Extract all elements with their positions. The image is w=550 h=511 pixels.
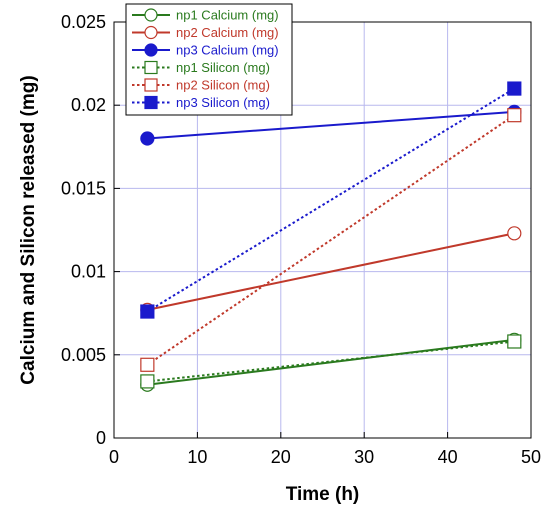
legend-marker	[144, 60, 158, 75]
series-line	[147, 338, 515, 386]
data-point	[507, 226, 522, 241]
data-point	[140, 374, 155, 389]
legend: np1 Calcium (mg) np2 Calcium (mg) np3 Calc…	[125, 3, 293, 116]
legend-marker	[144, 43, 158, 57]
x-tick-label: 50	[521, 447, 541, 467]
legend-label: np1 Calcium (mg)	[176, 8, 279, 23]
y-tick-label: 0.01	[71, 262, 106, 282]
legend-item: np1 Silicon (mg)	[132, 60, 270, 75]
series-line	[147, 340, 515, 383]
y-tick-label: 0.025	[61, 12, 106, 32]
legend-item: np2 Silicon (mg)	[132, 78, 270, 93]
legend-label: np2 Calcium (mg)	[176, 25, 279, 40]
legend-marker	[144, 8, 158, 22]
plot-frame	[113, 21, 532, 439]
data-point	[507, 108, 522, 123]
y-axis-label: Calcium and Silicon released (mg)	[18, 75, 39, 384]
legend-item: np2 Calcium (mg)	[132, 25, 279, 40]
legend-label: np2 Silicon (mg)	[176, 78, 270, 93]
legend-label: np1 Silicon (mg)	[176, 60, 270, 75]
legend-item: np1 Calcium (mg)	[132, 8, 279, 23]
legend-marker	[144, 78, 158, 92]
legend-marker	[144, 25, 158, 40]
series-line	[147, 232, 515, 311]
x-tick-label: 20	[271, 447, 291, 467]
series-line	[146, 114, 515, 366]
x-tick-label: 0	[109, 447, 119, 467]
data-point	[140, 357, 155, 372]
data-point	[140, 304, 155, 319]
y-tick-label: 0	[96, 428, 106, 448]
series-group	[140, 81, 522, 392]
y-tick-label: 0.02	[71, 95, 106, 115]
y-tick-label: 0.005	[61, 345, 106, 365]
legend-label: np3 Calcium (mg)	[176, 43, 279, 58]
legend-item: np3 Silicon (mg)	[132, 95, 270, 110]
series-6	[140, 81, 522, 319]
x-tick-label: 30	[354, 447, 374, 467]
data-point	[507, 334, 522, 349]
legend-label: np3 Silicon (mg)	[176, 95, 270, 110]
x-axis-label: Time (h)	[286, 484, 360, 505]
series-4	[140, 334, 522, 389]
legend-item: np3 Calcium (mg)	[132, 43, 279, 58]
ticks: 0 10 20 30 40 50 0 0.005 0.01 0.015 0.02 0.025	[61, 12, 541, 467]
series-line	[146, 87, 515, 313]
x-tick-label: 40	[438, 447, 458, 467]
data-point	[507, 81, 522, 96]
data-point	[140, 131, 155, 146]
series-5	[140, 108, 522, 372]
series-line	[147, 110, 515, 140]
legend-marker	[144, 95, 158, 110]
x-tick-label: 10	[187, 447, 207, 467]
y-tick-label: 0.015	[61, 178, 106, 198]
